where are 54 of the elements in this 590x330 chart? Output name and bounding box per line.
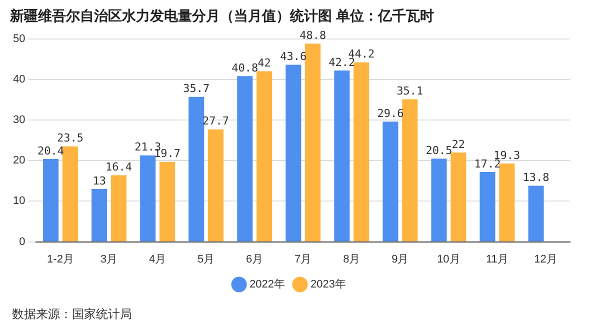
bar (286, 64, 302, 242)
x-tick-label: 8月 (343, 253, 360, 266)
bar (188, 96, 204, 242)
data-label: 40.8 (232, 62, 258, 75)
data-label: 16.4 (105, 160, 132, 174)
bar (92, 189, 108, 242)
data-label: 20.5 (426, 144, 452, 157)
data-label: 42 (258, 56, 271, 70)
y-tick-label: 20 (12, 154, 26, 167)
bar (43, 158, 59, 242)
bar (159, 162, 176, 242)
data-label: 19.7 (154, 147, 180, 160)
bar (256, 71, 272, 242)
bar (431, 158, 447, 242)
x-tick-label: 1-2月 (47, 253, 74, 266)
data-label: 23.5 (56, 132, 84, 145)
y-tick-label: 50 (12, 32, 26, 45)
data-label: 13 (92, 174, 106, 188)
bar (208, 129, 224, 242)
y-tick-label: 40 (12, 73, 26, 86)
bar (110, 175, 126, 242)
bar (382, 122, 398, 242)
data-label: 13.8 (522, 171, 550, 184)
bar (499, 163, 515, 242)
bar (528, 186, 544, 242)
data-label: 48.8 (300, 29, 326, 42)
bar (334, 70, 350, 242)
y-tick-label: 10 (12, 195, 26, 208)
x-tick-label: 4月 (148, 253, 166, 266)
y-tick-label: 30 (12, 114, 26, 126)
data-label: 35.7 (183, 82, 210, 96)
bar (450, 152, 466, 242)
bar (305, 44, 321, 242)
bar (237, 76, 253, 242)
data-label: 22 (452, 138, 466, 151)
data-label: 35.1 (396, 84, 424, 98)
x-tick-label: 10月 (437, 253, 460, 266)
x-tick-label: 5月 (198, 253, 215, 266)
x-tick-label: 12月 (534, 253, 558, 266)
y-tick-label: 0 (19, 236, 26, 248)
bar (62, 146, 78, 242)
bar (480, 172, 496, 242)
x-tick-label: 7月 (294, 253, 312, 266)
chart-title: 新疆维吾尔自治区水力发电量分月（当月值）统计图 单位：亿千瓦时 (9, 7, 434, 24)
bar (140, 155, 156, 242)
bar (354, 62, 370, 242)
source-note: 数据来源：国家统计局 (12, 306, 132, 323)
bar (402, 99, 418, 242)
x-tick-label: 9月 (392, 253, 409, 266)
legend-label: 2023年 (310, 278, 346, 291)
x-tick-label: 11月 (486, 253, 508, 266)
legend-label: 2022年 (250, 278, 286, 291)
x-tick-label: 6月 (246, 253, 264, 266)
x-tick-label: 3月 (100, 253, 118, 266)
